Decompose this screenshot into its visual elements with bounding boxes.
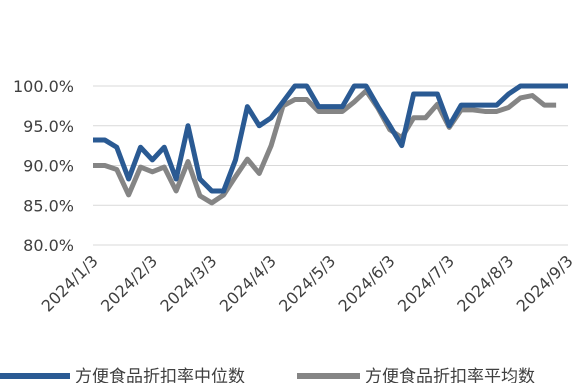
y-tick-label: 80.0% [23,236,74,255]
x-tick-label: 2024/8/3 [453,251,517,315]
x-tick-label: 2024/3/3 [156,251,220,315]
x-tick-label: 2024/1/3 [38,251,102,315]
y-tick-label: 85.0% [23,196,74,215]
x-tick-label: 2024/9/3 [513,251,576,315]
y-tick-label: 95.0% [23,117,74,136]
y-tick-label: 100.0% [13,77,74,96]
legend-label-average: 方便食品折扣率平均数 [365,367,535,383]
x-tick-label: 2024/7/3 [394,251,458,315]
y-axis-labels: 80.0% 85.0% 90.0% 95.0% 100.0% [13,77,74,255]
y-tick-label: 90.0% [23,157,74,176]
x-tick-label: 2024/2/3 [97,251,161,315]
series-line-median [93,83,568,194]
legend: 方便食品折扣率中位数 方便食品折扣率平均数 [0,367,535,383]
series-lines [93,83,568,206]
x-tick-label: 2024/6/3 [334,251,398,315]
x-tick-label: 2024/4/3 [216,251,280,315]
series-line-average [93,88,557,206]
x-axis-labels: 2024/1/32024/2/32024/3/32024/4/32024/5/3… [38,251,576,315]
x-tick-label: 2024/5/3 [275,251,339,315]
legend-label-median: 方便食品折扣率中位数 [75,367,245,383]
